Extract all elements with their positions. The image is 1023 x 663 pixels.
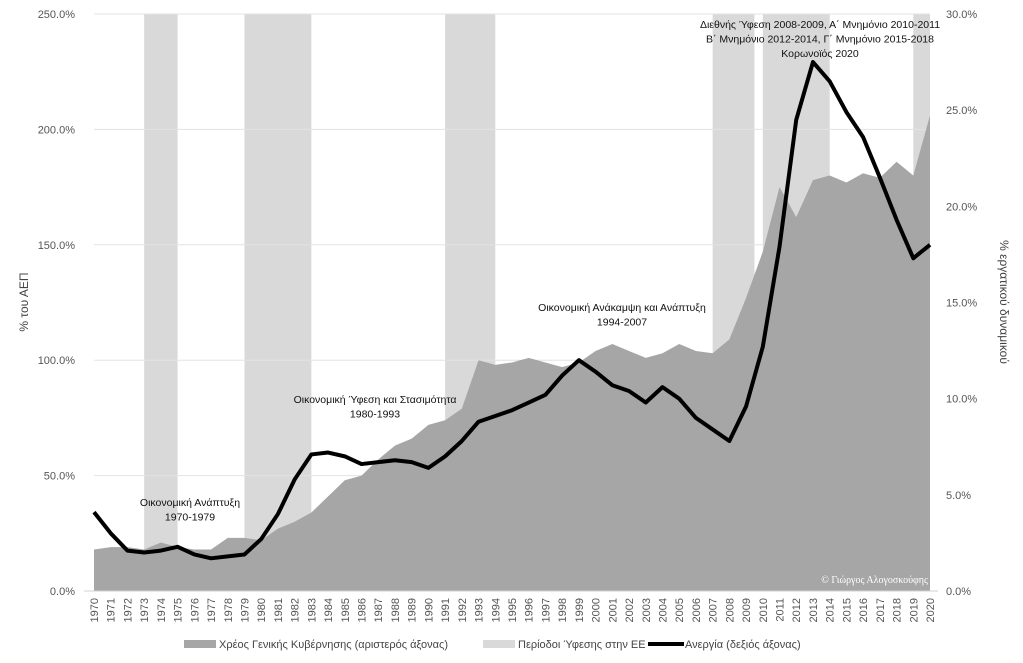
legend-label-unemployment: Ανεργία (δεξιός άξονας) xyxy=(685,639,801,651)
annotation-text: Β΄ Μνημόνιο 2012-2014, Γ΄ Μνημόνιο 2015-… xyxy=(706,34,934,46)
left-tick-label: 150.0% xyxy=(38,240,76,252)
recession-band xyxy=(144,14,178,591)
x-tick-label: 1999 xyxy=(574,598,586,622)
x-tick-label: 1974 xyxy=(156,598,168,622)
x-tick-label: 2002 xyxy=(624,598,636,622)
right-tick-label: 10.0% xyxy=(946,394,977,406)
x-tick-label: 2003 xyxy=(641,598,653,622)
recession-band xyxy=(244,14,312,591)
x-tick-label: 2001 xyxy=(607,598,619,622)
x-tick-label: 2016 xyxy=(858,598,870,622)
x-tick-label: 2006 xyxy=(691,598,703,622)
x-tick-label: 2014 xyxy=(825,598,837,622)
legend-swatch-debt xyxy=(184,640,216,648)
x-tick-label: 1992 xyxy=(457,598,469,622)
annotation-text: Οικονομική Ανάπτυξη xyxy=(140,497,240,509)
left-tick-label: 250.0% xyxy=(38,9,76,21)
right-axis-title: % εργατικού δυναμικού xyxy=(997,240,1011,364)
x-tick-label: 2008 xyxy=(724,598,736,622)
x-tick-label: 1982 xyxy=(290,598,302,622)
x-tick-label: 1983 xyxy=(306,598,318,622)
x-tick-label: 1994 xyxy=(490,598,502,622)
x-tick-label: 2018 xyxy=(892,598,904,622)
annotation-text: Οικονομική Ύφεση και Στασιμότητα xyxy=(294,394,457,406)
x-tick-label: 2007 xyxy=(708,598,720,622)
debt-area xyxy=(94,115,930,591)
x-tick-label: 1993 xyxy=(474,598,486,622)
x-tick-label: 1980 xyxy=(256,598,268,622)
annotation-text: Κορωνοϊός 2020 xyxy=(781,48,859,60)
right-tick-label: 15.0% xyxy=(946,298,977,310)
left-tick-label: 200.0% xyxy=(38,124,76,136)
x-tick-label: 1998 xyxy=(557,598,569,622)
x-tick-label: 1979 xyxy=(239,598,251,622)
x-tick-label: 1981 xyxy=(273,598,285,622)
x-tick-label: 1972 xyxy=(122,598,134,622)
x-tick-label: 1975 xyxy=(173,598,185,622)
x-tick-label: 2005 xyxy=(674,598,686,622)
left-axis-title: % του ΑΕΠ xyxy=(17,272,31,331)
annotation-text: 1980-1993 xyxy=(350,409,400,421)
right-tick-label: 20.0% xyxy=(946,201,977,213)
x-tick-label: 1996 xyxy=(524,598,536,622)
annotation-text: Διεθνής Ύφεση 2008-2009, Α΄ Μνημόνιο 201… xyxy=(700,19,940,31)
x-tick-label: 2020 xyxy=(925,598,937,622)
annotation-text: 1994-2007 xyxy=(597,317,647,329)
x-tick-label: 2015 xyxy=(841,598,853,622)
legend-label-recession: Περίοδοι Ύφεσης στην ΕΕ xyxy=(518,639,646,651)
legend-label-debt: Χρέος Γενικής Κυβέρνησης (αριστερός άξον… xyxy=(219,639,448,651)
x-tick-label: 1990 xyxy=(423,598,435,622)
x-tick-label: 1995 xyxy=(507,598,519,622)
unemployment-line xyxy=(92,60,932,561)
x-tick-label: 1973 xyxy=(139,598,151,622)
x-tick-label: 1971 xyxy=(106,598,118,622)
left-tick-label: 50.0% xyxy=(44,471,75,483)
x-tick-label: 1976 xyxy=(189,598,201,622)
x-tick-label: 2010 xyxy=(758,598,770,622)
x-tick-label: 2019 xyxy=(908,598,920,622)
x-tick-label: 1991 xyxy=(440,598,452,622)
left-tick-label: 0.0% xyxy=(50,586,75,598)
x-tick-label: 1978 xyxy=(223,598,235,622)
left-tick-label: 100.0% xyxy=(38,355,76,367)
x-tick-label: 2013 xyxy=(808,598,820,622)
x-tick-label: 1997 xyxy=(540,598,552,622)
right-tick-label: 5.0% xyxy=(946,490,971,502)
x-tick-label: 1989 xyxy=(407,598,419,622)
x-tick-label: 2004 xyxy=(657,598,669,622)
x-tick-label: 1970 xyxy=(89,598,101,622)
x-tick-label: 1986 xyxy=(357,598,369,622)
copyright-text: © Γιώργος Αλογοσκούφης xyxy=(821,575,928,586)
x-tick-label: 2012 xyxy=(791,598,803,622)
x-tick-label: 1984 xyxy=(323,598,335,622)
x-tick-label: 2009 xyxy=(741,598,753,622)
right-tick-label: 0.0% xyxy=(946,586,971,598)
right-tick-label: 25.0% xyxy=(946,105,977,117)
annotation-text: 1970-1979 xyxy=(165,512,215,524)
annotation-text: Οικονομική Ανάκαμψη και Ανάπτυξη xyxy=(538,302,706,314)
x-tick-label: 1977 xyxy=(206,598,218,622)
x-tick-label: 1988 xyxy=(390,598,402,622)
legend-swatch-recession xyxy=(483,640,515,648)
x-tick-label: 2000 xyxy=(591,598,603,622)
x-tick-label: 1987 xyxy=(373,598,385,622)
right-tick-label: 30.0% xyxy=(946,9,977,21)
x-tick-label: 2017 xyxy=(875,598,887,622)
x-tick-label: 2011 xyxy=(775,598,787,622)
x-tick-label: 1985 xyxy=(340,598,352,622)
